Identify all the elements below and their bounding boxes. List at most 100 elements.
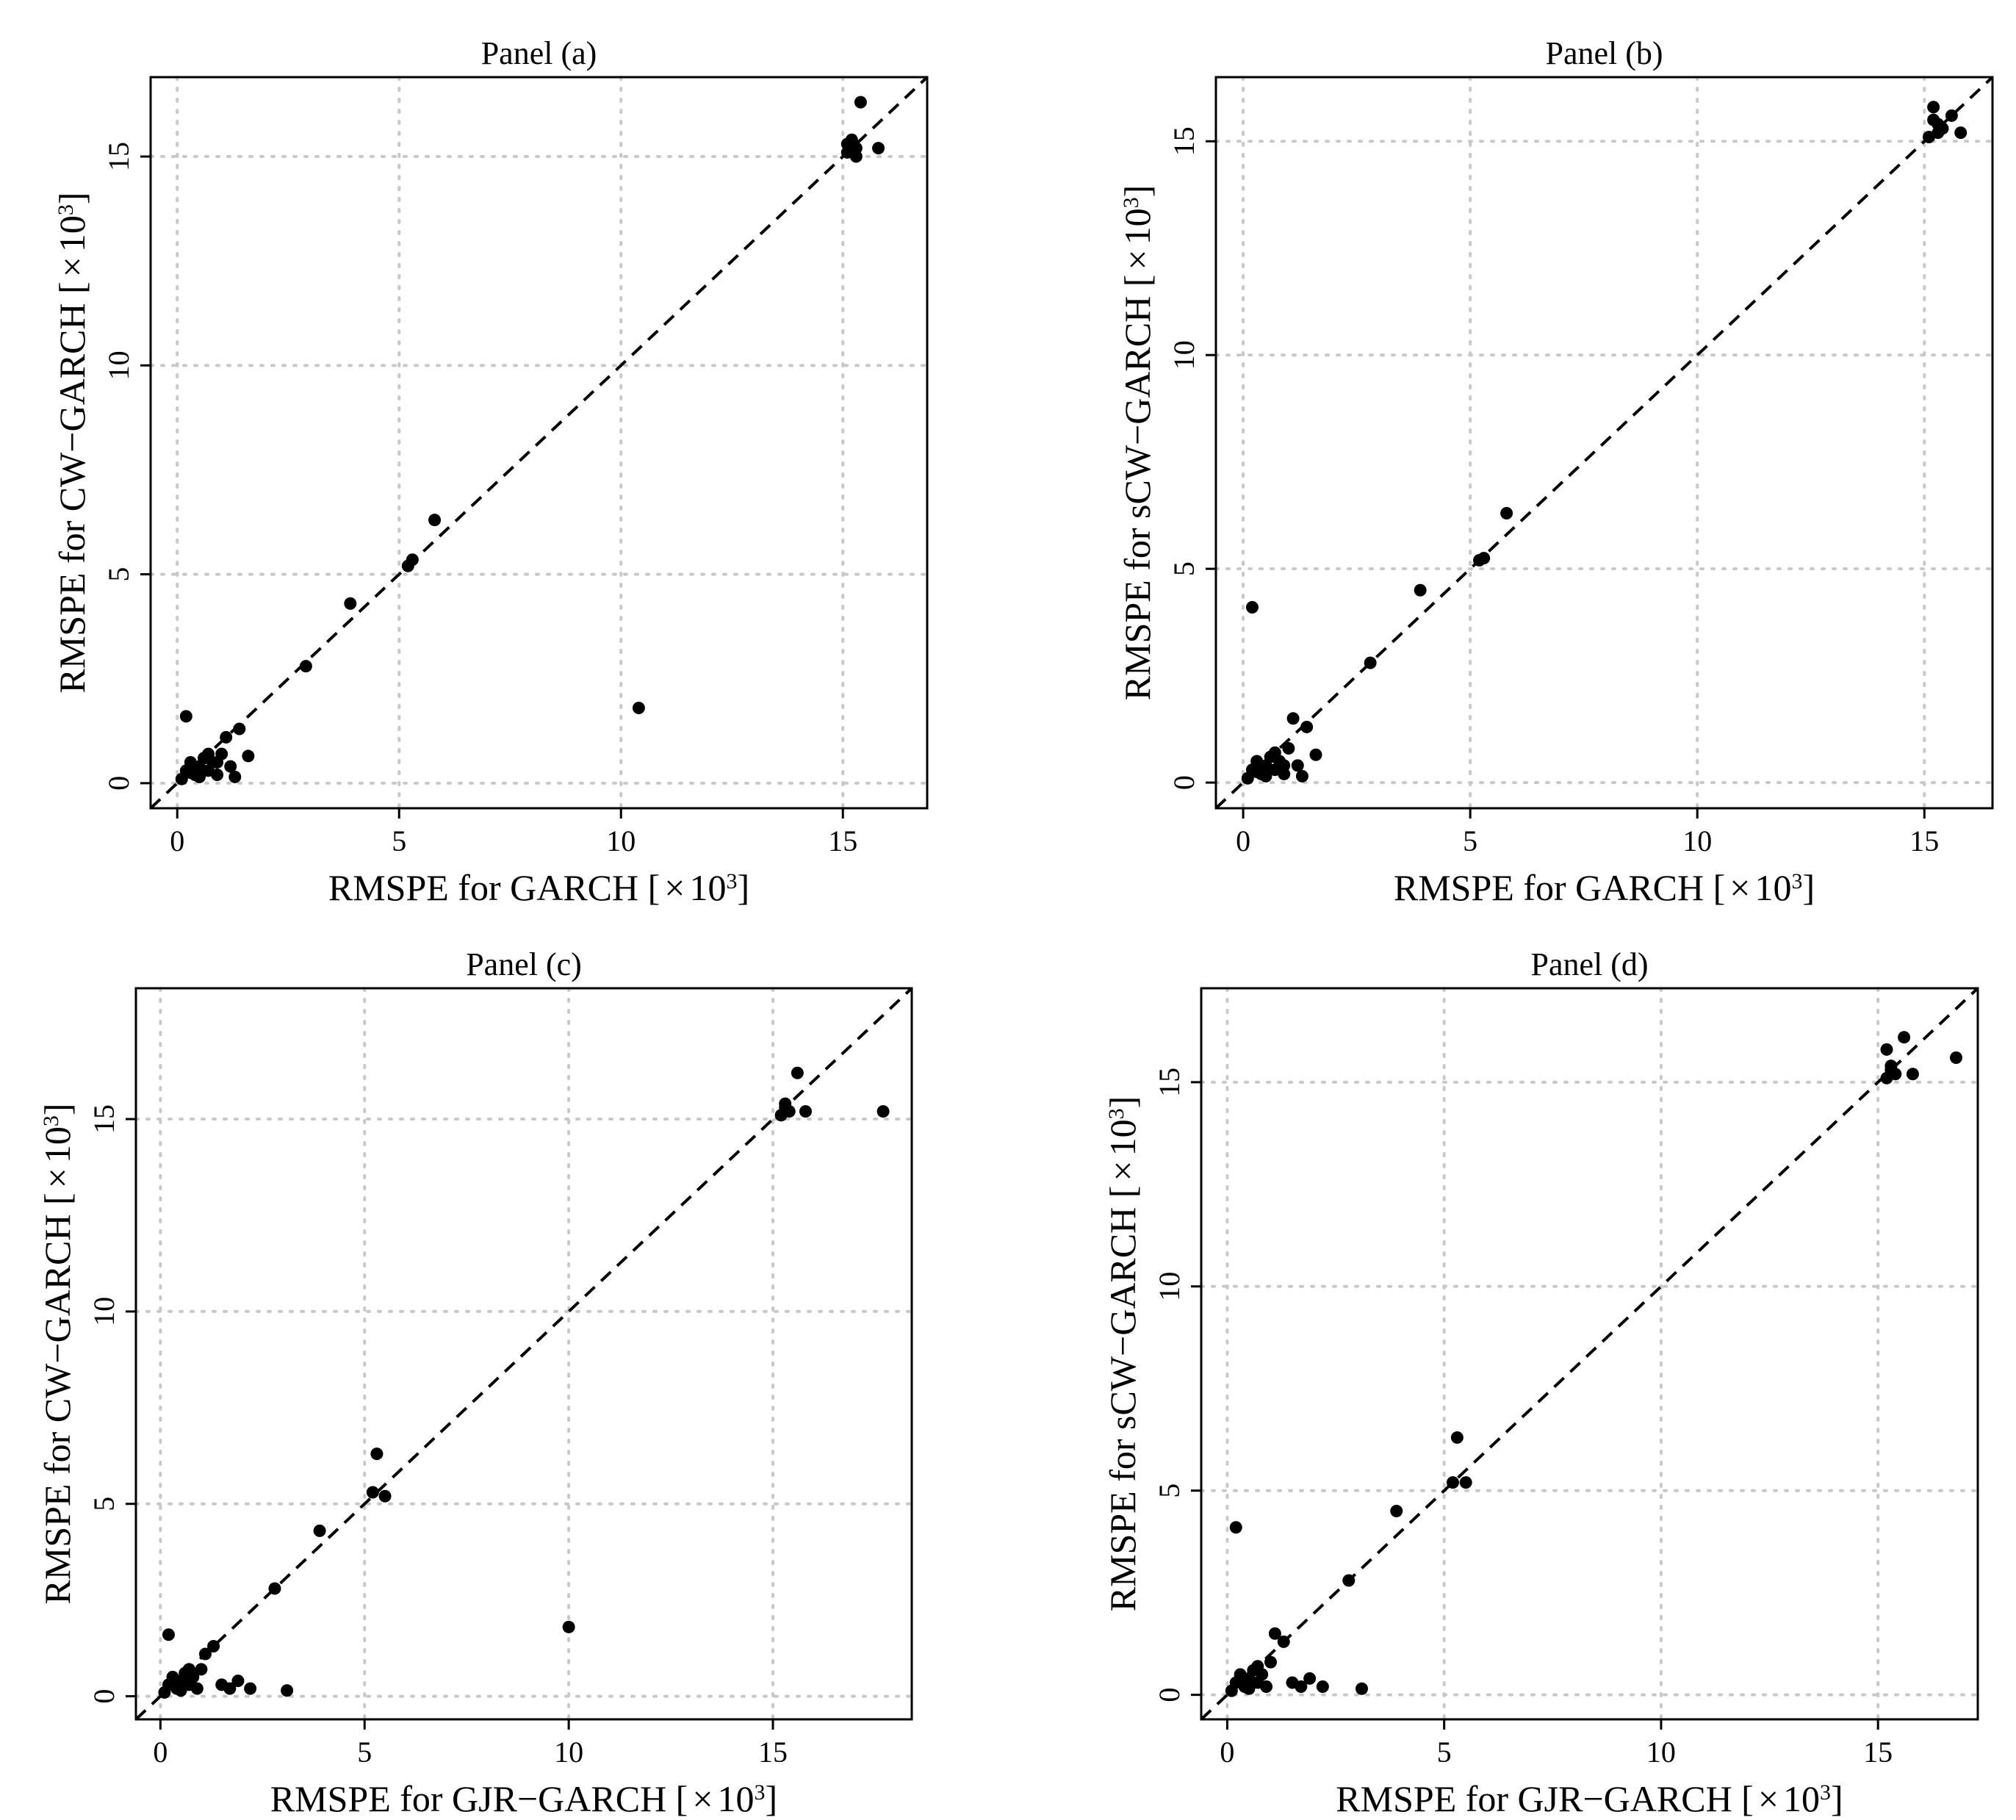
axis-label-text: RMSPE for CW−GARCH [ — [51, 281, 93, 693]
panel-d-point-31 — [1949, 1051, 1962, 1064]
panel-b-points — [1241, 101, 1968, 785]
panel-b-point-21 — [1414, 583, 1427, 597]
panel-a-xtick-label-15: 15 — [828, 824, 857, 857]
panel-b-point-29 — [1945, 109, 1958, 122]
panel-c-ytick-label-15: 15 — [87, 1104, 120, 1134]
panel-b-point-23 — [1477, 552, 1491, 565]
axis-label-text: RMSPE for CW−GARCH [ — [37, 1193, 78, 1604]
panel-d-xlabel: RMSPE for GJR−GARCH [× 103] — [1336, 1778, 1843, 1819]
panel-d-point-19 — [1251, 1660, 1264, 1673]
panel-a-point-15 — [242, 749, 255, 763]
panel-c-xtick-label-0: 0 — [153, 1736, 168, 1769]
panel-a-title: Panel (a) — [481, 35, 597, 71]
panel-a: Panel (a) RMSPE for GARCH [× 103] RMSPE f… — [51, 35, 929, 908]
axis-label-text: RMSPE for GARCH [ — [328, 867, 660, 908]
panel-c-point-14 — [223, 1682, 237, 1695]
panel-b-xtick-label-0: 0 — [1236, 824, 1250, 857]
panel-d-point-17 — [1355, 1682, 1368, 1695]
unit-exponent: 3 — [1119, 197, 1143, 208]
panel-d-point-21 — [1390, 1505, 1403, 1518]
panel-b-grid — [1214, 76, 1994, 810]
panel-c-point-10 — [195, 1663, 208, 1676]
unit-part: ] — [738, 867, 750, 908]
panel-c-point-11 — [198, 1647, 212, 1661]
panel-c-ylabel-text: RMSPE for CW−GARCH [× 103] — [37, 1103, 78, 1604]
panel-b-point-9 — [1278, 767, 1291, 780]
panel-a-ylabel: RMSPE for CW−GARCH [× 103] — [51, 192, 93, 693]
panel-d-xtick-label-15: 15 — [1863, 1736, 1893, 1769]
panel-b-point-15 — [1309, 748, 1322, 761]
unit-exponent: 3 — [54, 204, 78, 215]
panel-a-point-32 — [849, 150, 863, 163]
panel-a-point-12 — [224, 760, 237, 773]
axis-label-text: RMSPE for GJR−GARCH [ — [270, 1778, 688, 1819]
panel-d-point-16 — [1316, 1680, 1329, 1694]
panel-c-point-18 — [174, 1684, 187, 1697]
panel-d-point-15 — [1303, 1672, 1317, 1685]
panel-a-point-17 — [184, 766, 197, 780]
unit-part: 10 — [718, 1778, 755, 1819]
panel-c-ytick-label-10: 10 — [87, 1297, 120, 1326]
unit-part: ] — [1803, 867, 1815, 908]
panel-c-point-12 — [207, 1640, 220, 1652]
unit-exponent: 3 — [755, 1780, 766, 1805]
panel-b-point-19 — [1278, 759, 1291, 772]
panel-d-point-10 — [1264, 1655, 1277, 1669]
unit-part: × — [1102, 1160, 1143, 1181]
panel-a-ytick-label-15: 15 — [102, 142, 135, 171]
panel-b-xtick-label-5: 5 — [1463, 824, 1477, 857]
unit-part: ] — [37, 1103, 78, 1115]
panel-d-point-12 — [1277, 1635, 1290, 1648]
panel-b-title: Panel (b) — [1545, 35, 1663, 71]
unit-part: × — [1729, 867, 1750, 908]
panel-c-point-9 — [190, 1682, 204, 1695]
panel-d-point-28 — [1880, 1043, 1893, 1056]
unit-part: 10 — [1783, 1778, 1820, 1819]
panel-d-frame — [1200, 987, 1979, 1721]
panel-b-ylabel: RMSPE for sCW−GARCH [× 103] — [1117, 185, 1158, 701]
unit-part: ] — [1831, 1778, 1843, 1819]
panel-b: Panel (b) RMSPE for GARCH [× 103] RMSPE f… — [1117, 35, 1994, 908]
panel-c-xlabel-text: RMSPE for GJR−GARCH [× 103] — [270, 1778, 777, 1819]
panel-c-point-21 — [313, 1524, 326, 1537]
panel-b-point-0 — [1245, 601, 1259, 614]
panel-a-points — [175, 96, 885, 785]
unit-part: ] — [766, 1778, 778, 1819]
unit-part: × — [664, 867, 685, 908]
panel-c-title: Panel (c) — [466, 946, 582, 982]
panel-a-xtick-label-10: 10 — [606, 824, 636, 857]
panel-a-point-14 — [233, 722, 246, 735]
panel-a-point-19 — [211, 755, 224, 769]
panel-b-point-17 — [1250, 766, 1264, 779]
unit-part: × — [37, 1168, 78, 1188]
panel-a-point-9 — [211, 769, 224, 782]
panel-b-point-32 — [1932, 118, 1945, 131]
panel-c-xtick-label-15: 15 — [758, 1736, 788, 1769]
panel-c-ytick-label-5: 5 — [87, 1497, 120, 1511]
panel-c-point-29 — [791, 1066, 804, 1079]
unit-part: 10 — [1102, 1119, 1143, 1156]
panel-a-ytick-label-5: 5 — [102, 567, 135, 582]
unit-exponent: 3 — [1820, 1780, 1831, 1805]
panel-c-xtick-label-5: 5 — [357, 1736, 372, 1769]
panel-b-ylabel-text: RMSPE for sCW−GARCH [× 103] — [1117, 185, 1158, 701]
panel-d: Panel (d) RMSPE for GJR−GARCH [× 103] RMS… — [1102, 946, 1979, 1819]
panel-b-point-14 — [1300, 720, 1314, 733]
panel-b-point-11 — [1286, 712, 1300, 725]
unit-exponent: 3 — [1104, 1108, 1128, 1119]
panel-b-ytick-label-0: 0 — [1167, 775, 1200, 790]
unit-part: 10 — [37, 1126, 78, 1163]
unit-part: × — [692, 1778, 713, 1819]
panel-b-point-30 — [1954, 126, 1968, 140]
panel-d-ylabel-text: RMSPE for sCW−GARCH [× 103] — [1102, 1096, 1143, 1612]
panel-d-point-24 — [1459, 1476, 1472, 1489]
panel-a-point-33 — [840, 137, 854, 151]
panel-a-point-23 — [406, 553, 419, 566]
panel-a-xlabel-text: RMSPE for GARCH [× 103] — [328, 867, 749, 908]
panel-d-ytick-label-0: 0 — [1153, 1688, 1186, 1702]
panel-a-point-21 — [344, 597, 357, 610]
unit-exponent: 3 — [727, 869, 738, 893]
panel-b-ytick-label-5: 5 — [1167, 561, 1200, 576]
panel-a-xlabel: RMSPE for GARCH [× 103] — [328, 867, 749, 908]
panel-c-xlabel: RMSPE for GJR−GARCH [× 103] — [270, 1778, 777, 1819]
